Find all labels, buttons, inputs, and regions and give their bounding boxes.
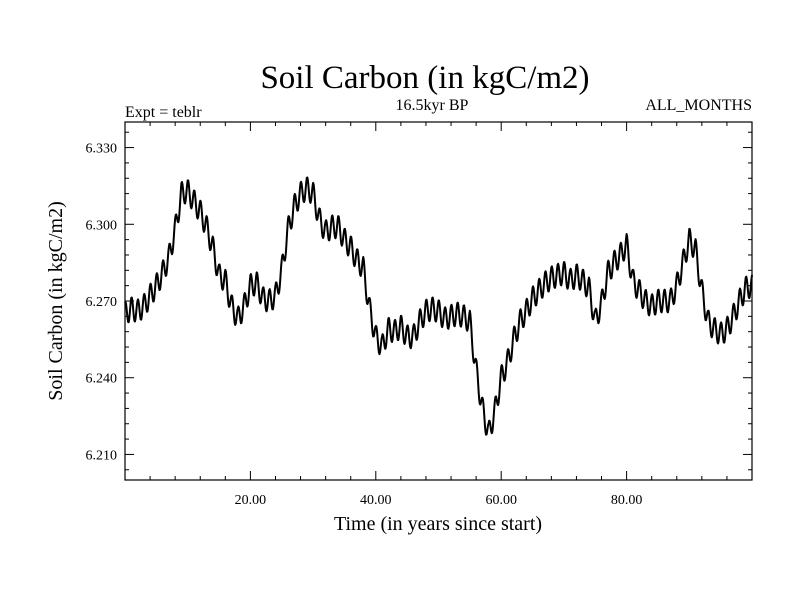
y-tick-label: 6.330: [86, 142, 118, 157]
chart-title: Soil Carbon (in kgC/m2): [260, 60, 589, 96]
x-tick-label: 80.00: [611, 493, 643, 508]
subtitle-months: ALL_MONTHS: [645, 97, 752, 114]
series-line-soil-carbon: [124, 176, 753, 436]
x-axis-label: Time (in years since start): [334, 513, 542, 535]
x-tick-label: 20.00: [235, 493, 267, 508]
subtitle-period: 16.5kyr BP: [396, 97, 469, 114]
x-tick-label: 60.00: [485, 493, 517, 508]
x-tick-label: 40.00: [360, 493, 392, 508]
axis-ticks: [124, 122, 753, 480]
subtitle-experiment: Expt = teblr: [125, 104, 202, 121]
y-axis-label: Soil Carbon (in kgC/m2): [45, 201, 67, 400]
y-tick-label: 6.240: [86, 372, 118, 387]
y-tick-label: 6.300: [86, 218, 118, 233]
axis-tick-labels: 20.00 40.00 60.00 80.00 6.210 6.240 6.270 6.300…: [86, 142, 643, 508]
y-tick-label: 6.210: [86, 448, 118, 463]
y-tick-label: 6.270: [86, 295, 118, 310]
